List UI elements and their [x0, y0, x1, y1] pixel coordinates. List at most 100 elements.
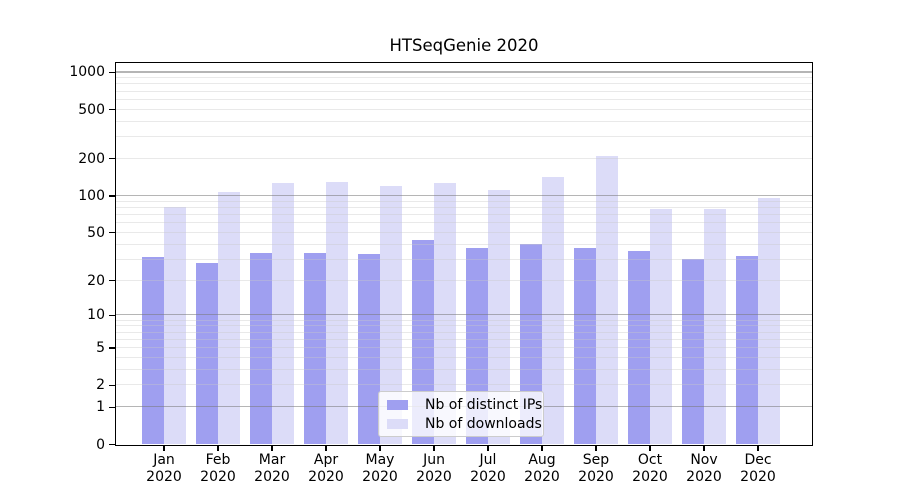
y-tick-label-20: 20	[87, 272, 105, 289]
legend-row-downloads: Nb of downloads	[387, 415, 543, 432]
gridline-minor-5	[116, 347, 812, 348]
y-tick-label-1: 1	[96, 399, 105, 416]
bar-downloads-jun	[433, 182, 456, 444]
x-label-year-jul: 2020	[470, 468, 506, 485]
bar-distinct-ips-oct	[627, 251, 650, 444]
x-label-month-apr: Apr	[313, 452, 339, 468]
gridline-minor-800	[116, 83, 812, 85]
chart-title: HTSeqGenie 2020	[389, 36, 539, 55]
y-tick-2	[109, 384, 116, 386]
y-tick-0	[109, 443, 116, 446]
y-tick-label-200: 200	[78, 150, 105, 167]
gridline-minor-600	[116, 98, 812, 100]
legend-swatch-downloads	[387, 418, 408, 429]
x-label-year-apr: 2020	[308, 468, 344, 485]
y-tick-20	[109, 279, 116, 282]
gridline-minor-80	[116, 206, 812, 208]
gridline-minor-700	[116, 90, 812, 92]
gridline-major-100	[116, 194, 812, 197]
y-tick-label-2: 2	[96, 377, 105, 394]
y-tick-label-5: 5	[96, 340, 105, 356]
x-tick-label-sep: Sep 2020	[569, 452, 623, 485]
x-tick-mar	[271, 445, 273, 451]
gridline-minor-20	[116, 279, 812, 281]
y-tick-1000	[109, 71, 116, 74]
y-tick-500	[109, 109, 116, 111]
x-label-month-nov: Nov	[690, 452, 718, 468]
y-tick-1	[109, 406, 116, 408]
y-tick-label-1000: 1000	[69, 64, 105, 81]
x-tick-label-feb: Feb 2020	[191, 452, 245, 485]
x-tick-label-jun: Jun 2020	[407, 452, 461, 485]
x-tick-label-jan: Jan 2020	[137, 452, 191, 485]
x-label-year-nov: 2020	[686, 468, 722, 485]
gridline-minor-400	[116, 120, 812, 122]
bar-distinct-ips-feb	[195, 262, 218, 444]
y-tick-label-10: 10	[87, 307, 105, 324]
legend-label-downloads: Nb of downloads	[425, 415, 542, 432]
y-tick-label-0: 0	[96, 436, 105, 453]
bar-downloads-mar	[271, 183, 294, 444]
x-label-year-jan: 2020	[146, 468, 182, 485]
y-tick-50	[109, 232, 116, 234]
gridline-minor-6	[116, 338, 812, 340]
bar-downloads-feb	[217, 192, 240, 444]
x-label-month-jun: Jun	[423, 452, 445, 468]
legend-row-distinct-ips: Nb of distinct IPs	[387, 396, 543, 413]
gridline-minor-900	[116, 77, 812, 79]
y-tick-10	[109, 314, 116, 316]
bar-downloads-apr	[325, 182, 348, 444]
gridline-minor-3	[116, 368, 812, 370]
gridline-minor-30	[116, 258, 812, 260]
legend-swatch-distinct-ips	[387, 399, 408, 410]
gridline-minor-300	[116, 136, 812, 138]
gridline-minor-50	[116, 231, 812, 233]
x-label-month-aug: Aug	[528, 452, 556, 468]
y-tick-label-500: 500	[78, 101, 105, 118]
x-label-year-oct: 2020	[632, 468, 668, 485]
x-tick-may	[379, 445, 381, 451]
x-tick-jul	[487, 445, 489, 451]
x-label-year-jun: 2020	[416, 468, 452, 485]
gridline-minor-60	[116, 222, 812, 224]
gridline-minor-7	[116, 331, 812, 333]
gridline-minor-70	[116, 213, 812, 215]
x-label-month-mar: Mar	[258, 452, 286, 468]
x-label-year-sep: 2020	[578, 468, 614, 485]
legend: Nb of distinct IPs Nb of downloads	[378, 391, 544, 437]
x-tick-label-apr: Apr 2020	[299, 452, 353, 485]
gridline-minor-8	[116, 325, 812, 327]
x-tick-aug	[541, 445, 543, 451]
x-tick-feb	[217, 445, 219, 451]
x-tick-label-may: May 2020	[353, 452, 407, 485]
x-tick-sep	[595, 445, 597, 451]
gridline-minor-4	[116, 356, 812, 358]
gridline-minor-200	[116, 157, 812, 159]
bar-distinct-ips-nov	[681, 259, 704, 444]
x-tick-oct	[649, 445, 651, 451]
bar-distinct-ips-dec	[735, 255, 758, 444]
y-tick-100	[109, 195, 116, 197]
x-tick-apr	[325, 445, 327, 451]
legend-label-distinct-ips: Nb of distinct IPs	[425, 396, 543, 413]
x-label-year-dec: 2020	[740, 468, 776, 485]
x-tick-nov	[703, 445, 705, 451]
bar-downloads-oct	[649, 209, 672, 444]
y-tick-5	[109, 347, 116, 349]
bar-downloads-sep	[595, 155, 618, 444]
gridline-minor-90	[116, 200, 812, 202]
x-label-month-sep: Sep	[582, 452, 610, 468]
gridline-major-1000	[116, 71, 812, 73]
bar-distinct-ips-may	[357, 254, 380, 444]
y-tick-200	[109, 158, 116, 160]
bar-distinct-ips-jan	[141, 257, 164, 444]
x-tick-label-dec: Dec 2020	[731, 452, 785, 485]
x-label-month-jan: Jan	[153, 452, 175, 468]
x-label-year-may: 2020	[362, 468, 398, 485]
x-tick-jan	[163, 445, 165, 451]
x-tick-label-jul: Jul 2020	[461, 452, 515, 485]
bar-downloads-aug	[541, 177, 564, 444]
gridline-minor-2	[116, 384, 812, 386]
bar-downloads-nov	[703, 209, 726, 444]
